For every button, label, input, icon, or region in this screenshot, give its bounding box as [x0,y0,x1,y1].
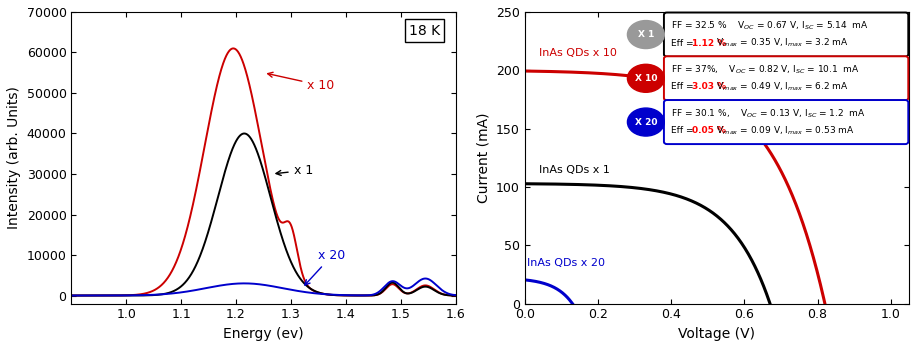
Text: 0.05 %: 0.05 % [692,126,726,135]
Text: x 10: x 10 [267,72,334,92]
Text: V$_{max}$ = 0.49 V, I$_{max}$ = 6.2 mA: V$_{max}$ = 0.49 V, I$_{max}$ = 6.2 mA [711,81,848,93]
Text: Eff =: Eff = [671,39,696,48]
Text: X 10: X 10 [635,74,657,83]
Text: InAs QDs x 10: InAs QDs x 10 [540,48,617,58]
Text: 1.12 %: 1.12 % [692,39,726,48]
Text: X 1: X 1 [638,30,654,39]
Text: InAs QDs x 20: InAs QDs x 20 [527,258,605,268]
Text: x 1: x 1 [276,164,313,177]
X-axis label: Energy (ev): Energy (ev) [224,327,304,341]
Text: FF = 32.5 %    V$_{OC}$ = 0.67 V, I$_{SC}$ = 5.14  mA: FF = 32.5 % V$_{OC}$ = 0.67 V, I$_{SC}$ … [671,19,868,32]
FancyBboxPatch shape [664,13,909,57]
FancyBboxPatch shape [664,56,909,100]
Circle shape [627,21,664,49]
Text: FF = 37%,    V$_{OC}$ = 0.82 V, I$_{SC}$ = 10.1  mA: FF = 37%, V$_{OC}$ = 0.82 V, I$_{SC}$ = … [671,63,860,76]
Y-axis label: Current (mA): Current (mA) [476,112,491,203]
Text: InAs QDs x 1: InAs QDs x 1 [540,165,610,175]
Circle shape [627,64,664,92]
Text: FF = 30.1 %,    V$_{OC}$ = 0.13 V, I$_{SC}$ = 1.2  mA: FF = 30.1 %, V$_{OC}$ = 0.13 V, I$_{SC}$… [671,107,865,120]
Y-axis label: Intensity (arb. Units): Intensity (arb. Units) [7,86,21,229]
Text: Eff =: Eff = [671,82,696,92]
Text: Eff =: Eff = [671,126,696,135]
Circle shape [627,108,664,136]
Text: X 20: X 20 [635,118,657,127]
FancyBboxPatch shape [664,100,909,144]
Text: x 20: x 20 [305,249,345,285]
Text: V$_{max}$ = 0.35 V, I$_{max}$ = 3.2 mA: V$_{max}$ = 0.35 V, I$_{max}$ = 3.2 mA [711,37,848,49]
Text: V$_{max}$ = 0.09 V, I$_{max}$ = 0.53 mA: V$_{max}$ = 0.09 V, I$_{max}$ = 0.53 mA [711,125,855,137]
Text: 18 K: 18 K [409,24,441,38]
Text: 3.03 %: 3.03 % [692,82,726,92]
X-axis label: Voltage (V): Voltage (V) [679,327,756,341]
